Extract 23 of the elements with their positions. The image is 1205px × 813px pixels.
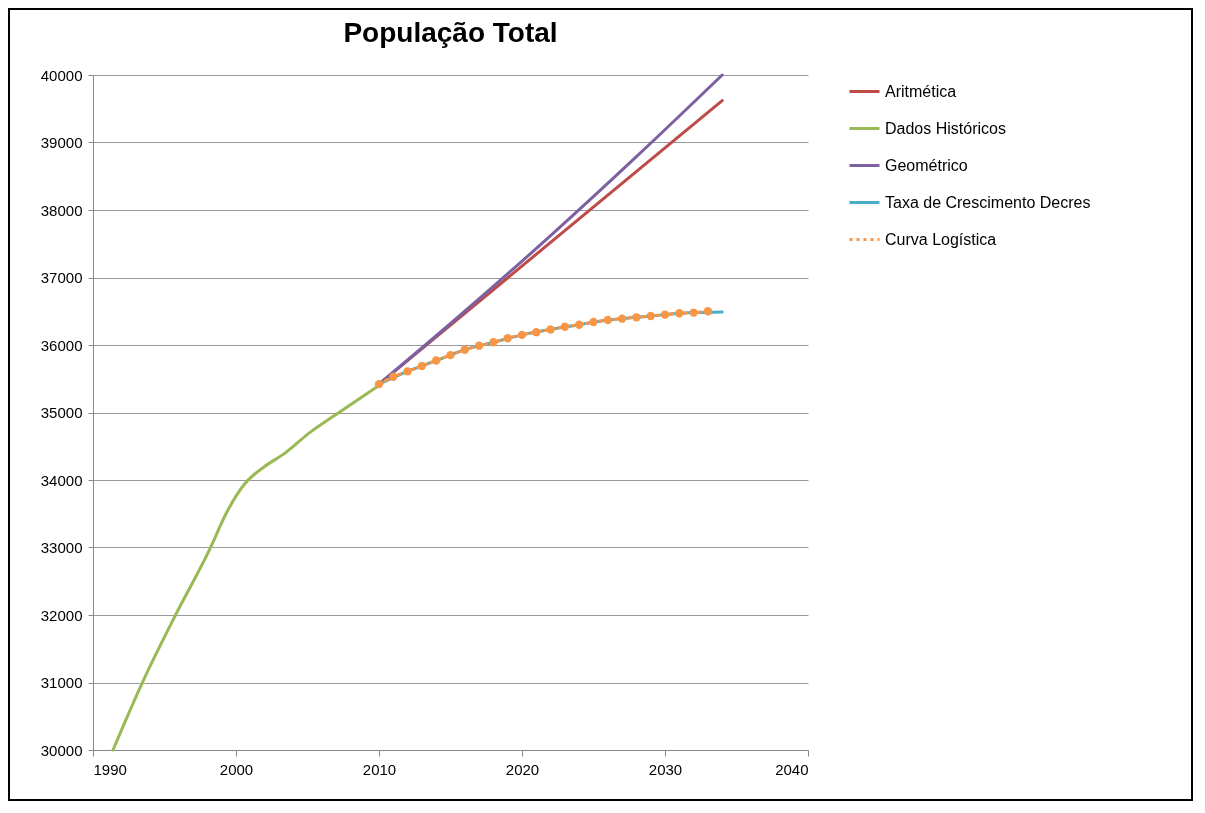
y-tick-label: 40000 xyxy=(40,66,83,84)
legend-label: Geométrico xyxy=(885,156,968,174)
y-tick-label: 36000 xyxy=(40,336,83,354)
chart-title: População Total xyxy=(343,17,558,48)
y-tick-label: 33000 xyxy=(40,539,83,556)
y-tick-label: 31000 xyxy=(40,674,83,691)
legend-label: Dados Históricos xyxy=(885,119,1006,137)
y-tick-label: 39000 xyxy=(40,134,83,151)
y-tick-label: 37000 xyxy=(40,269,83,286)
x-tick-label: 2030 xyxy=(648,760,683,778)
y-tick-label: 30000 xyxy=(40,741,83,759)
y-tick-label: 34000 xyxy=(40,471,83,489)
x-tick-label: 2000 xyxy=(219,760,254,778)
y-tick-label: 38000 xyxy=(40,201,83,219)
legend-label: Curva Logística xyxy=(885,230,997,248)
x-tick-label: 2010 xyxy=(362,760,397,778)
x-tick-label: 2020 xyxy=(505,760,540,778)
legend-label: Aritmética xyxy=(885,82,957,100)
y-tick-label: 32000 xyxy=(40,606,83,624)
x-tick-label: 1990 xyxy=(93,760,127,778)
y-tick-label: 35000 xyxy=(40,404,83,421)
x-tick-label: 2040 xyxy=(775,760,809,778)
legend-label: Taxa de Crescimento Decres xyxy=(885,193,1091,211)
